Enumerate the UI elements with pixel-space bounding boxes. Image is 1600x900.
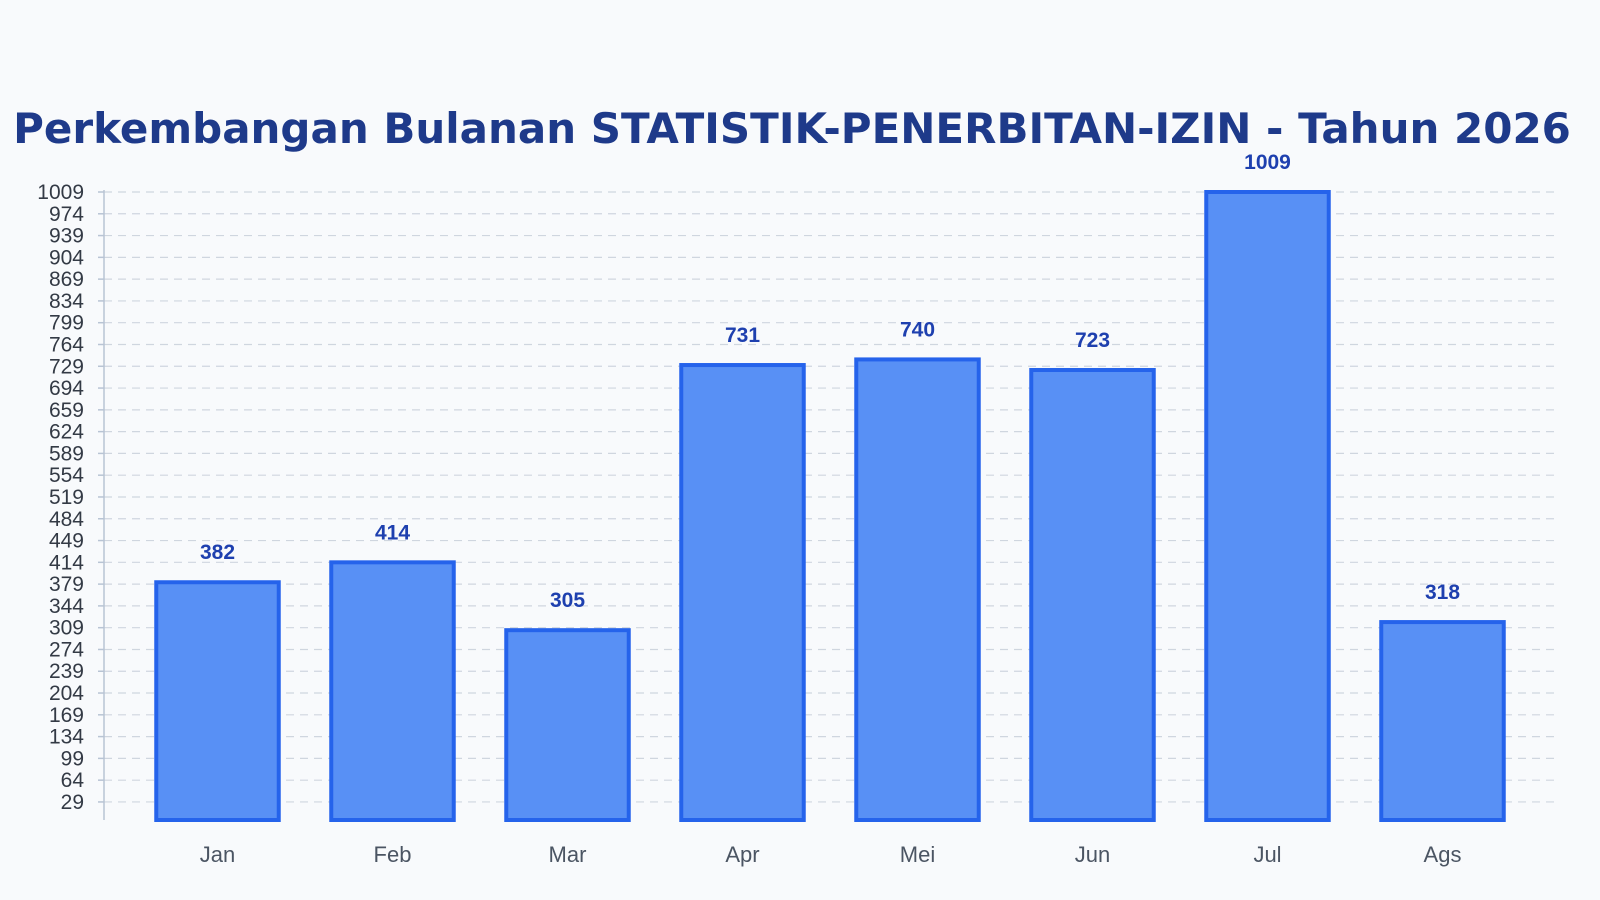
x-tick-label-mei: Mei [900,842,935,867]
y-tick-label: 309 [49,617,84,640]
bar-apr [679,363,806,822]
y-tick-label: 239 [49,660,84,683]
x-tick-label-feb: Feb [374,842,412,867]
y-tick-label: 414 [49,551,84,574]
y-tick-label: 554 [49,464,84,487]
y-tick-label: 379 [49,573,84,596]
y-tick-label: 519 [49,486,84,509]
value-label-feb: 414 [375,521,410,544]
x-tick-label-jun: Jun [1075,842,1110,867]
value-label-jul: 1009 [1244,151,1291,174]
y-tick-label: 694 [49,377,84,400]
y-tick-label: 624 [49,421,84,444]
x-tick-label-jan: Jan [200,842,235,867]
x-tick-label-apr: Apr [725,842,759,867]
x-tick-label-ags: Ags [1424,842,1462,867]
y-tick-label: 274 [49,638,84,661]
y-tick-label: 29 [61,791,84,814]
y-tick-label: 204 [49,682,84,705]
y-tick-label: 589 [49,442,84,465]
x-axis-ticks: Jan Feb Mar Apr Mei Jun Jul Ags [200,842,1462,867]
bar-ags [1379,620,1506,823]
x-tick-label-jul: Jul [1253,842,1281,867]
value-label-apr: 731 [725,324,760,347]
gridlines [104,191,1556,803]
bar-jan [154,580,281,823]
x-tick-label-mar: Mar [549,842,587,867]
bar-jul [1204,190,1331,822]
y-tick-label: 939 [49,225,84,248]
y-tick-label: 729 [49,355,84,378]
y-tick-label: 134 [49,726,84,749]
y-tick-label: 869 [49,268,84,291]
value-label-jun: 723 [1075,329,1110,352]
y-tick-label: 344 [49,595,84,618]
y-axis-ticks: 2964991341692042392743093443794144494845… [37,181,104,814]
bar-mei [854,357,981,822]
value-labels: 382 414 305 731 740 723 1009 318 [200,151,1460,612]
value-label-mar: 305 [550,589,585,612]
y-tick-label: 449 [49,530,84,553]
value-label-ags: 318 [1425,581,1460,604]
y-tick-label: 904 [49,246,84,269]
bar-jun [1029,368,1156,822]
bar-mar [504,628,631,822]
bars [154,190,1506,823]
bar-feb [329,560,456,822]
y-tick-label: 764 [49,333,84,356]
y-tick-label: 834 [49,290,84,313]
y-tick-label: 169 [49,704,84,727]
chart-title: Perkembangan Bulanan STATISTIK-PENERBITA… [13,104,1571,153]
y-tick-label: 974 [49,203,84,226]
value-label-mei: 740 [900,318,935,341]
y-tick-label: 799 [49,312,84,335]
y-tick-label: 1009 [37,181,84,204]
y-tick-label: 64 [61,769,85,792]
value-label-jan: 382 [200,541,235,564]
y-tick-label: 99 [61,747,84,770]
y-tick-label: 659 [49,399,84,422]
y-tick-label: 484 [49,508,84,531]
